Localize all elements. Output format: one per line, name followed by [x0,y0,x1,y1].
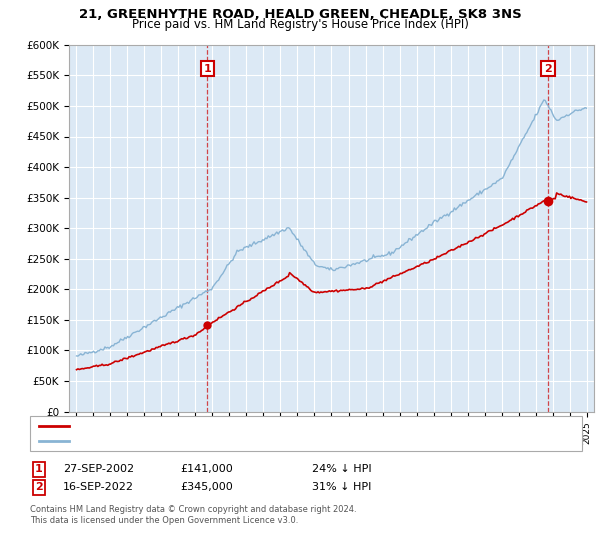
Text: 1: 1 [35,464,43,474]
Text: 27-SEP-2002: 27-SEP-2002 [63,464,134,474]
Text: £141,000: £141,000 [180,464,233,474]
Text: 21, GREENHYTHE ROAD, HEALD GREEN, CHEADLE, SK8 3NS: 21, GREENHYTHE ROAD, HEALD GREEN, CHEADL… [79,8,521,21]
Text: This data is licensed under the Open Government Licence v3.0.: This data is licensed under the Open Gov… [30,516,298,525]
Text: 2: 2 [544,64,552,74]
Text: Contains HM Land Registry data © Crown copyright and database right 2024.: Contains HM Land Registry data © Crown c… [30,505,356,514]
Text: 16-SEP-2022: 16-SEP-2022 [63,482,134,492]
Text: Price paid vs. HM Land Registry's House Price Index (HPI): Price paid vs. HM Land Registry's House … [131,18,469,31]
Text: 2: 2 [35,482,43,492]
Text: 1: 1 [203,64,211,74]
Text: 21, GREENHYTHE ROAD, HEALD GREEN, CHEADLE, SK8 3NS (detached house): 21, GREENHYTHE ROAD, HEALD GREEN, CHEADL… [75,421,458,431]
Text: 24% ↓ HPI: 24% ↓ HPI [312,464,371,474]
Text: HPI: Average price, detached house, Stockport: HPI: Average price, detached house, Stoc… [75,436,303,446]
Text: 31% ↓ HPI: 31% ↓ HPI [312,482,371,492]
Text: £345,000: £345,000 [180,482,233,492]
